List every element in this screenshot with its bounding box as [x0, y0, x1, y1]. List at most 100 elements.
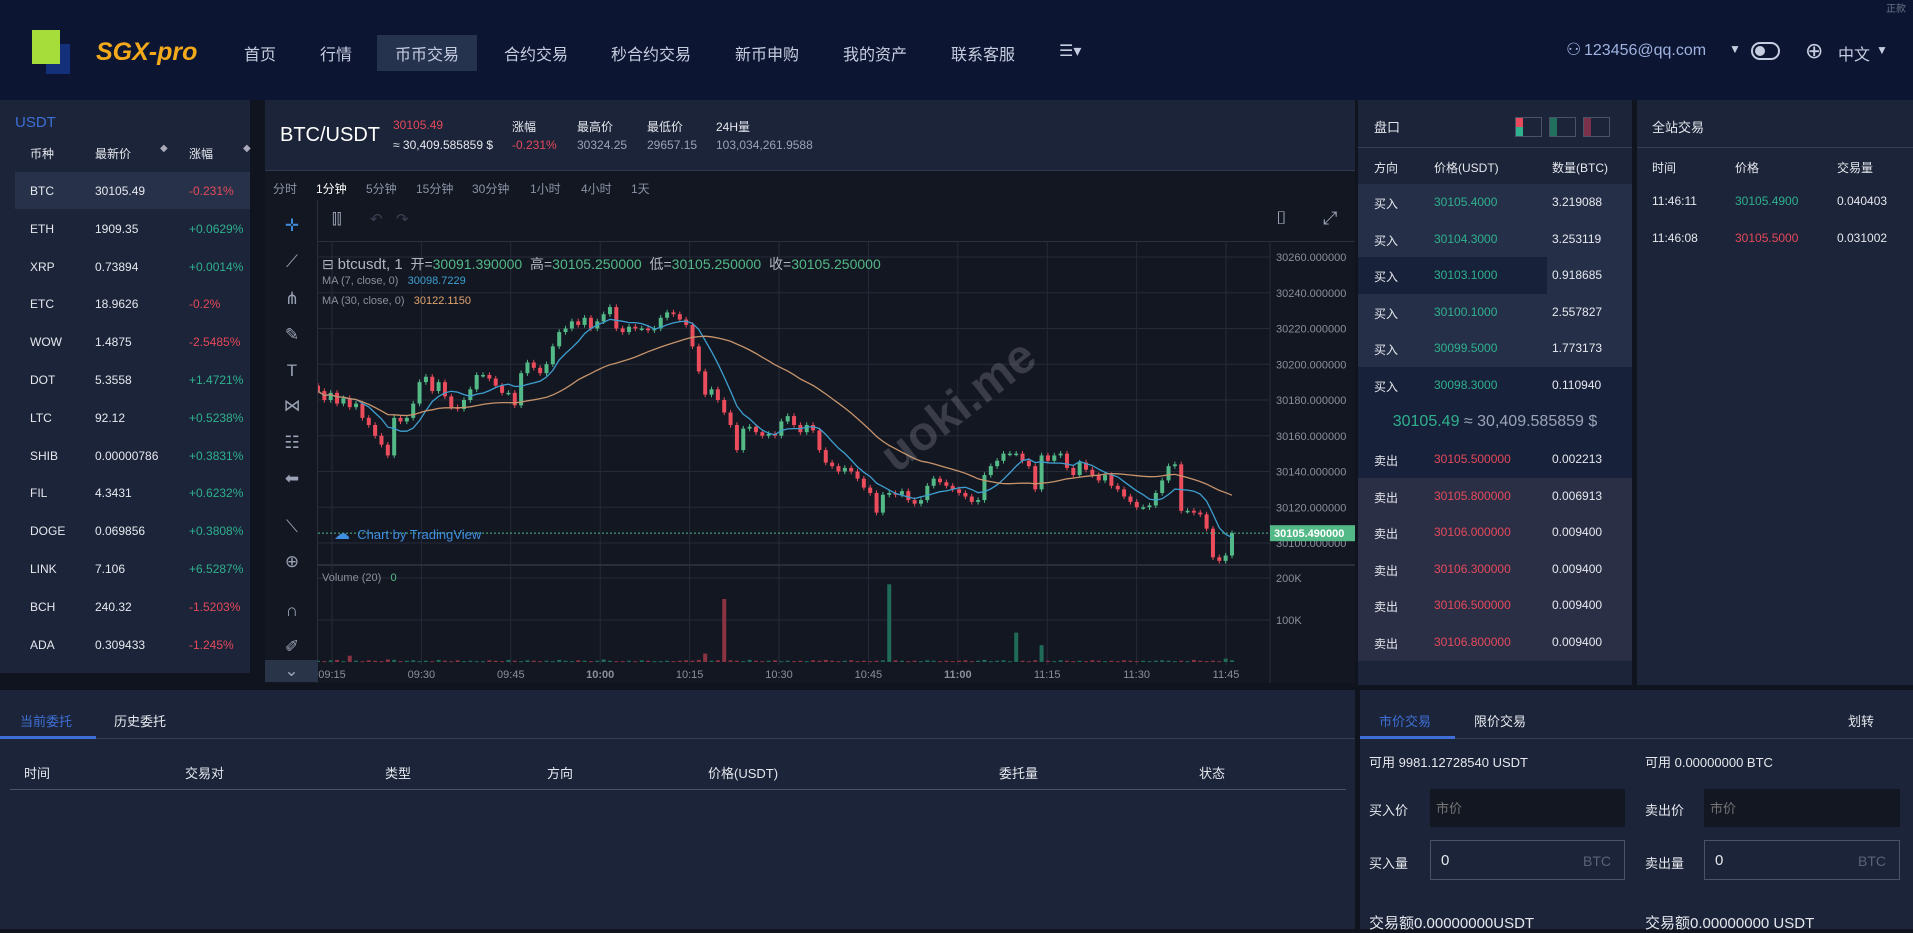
candle-type-icon[interactable]: ⫿⫿	[332, 211, 342, 228]
view-sell-icon[interactable]	[1583, 117, 1610, 137]
orderbook-row[interactable]: 买入 30105.4000 3.219088	[1358, 184, 1632, 221]
sell-available: 可用 0.00000000 BTC	[1645, 755, 1773, 770]
timeframe-30m[interactable]: 30分钟	[472, 182, 510, 196]
market-row[interactable]: ETH 1909.35 +0.0629%	[15, 210, 250, 247]
zoom-in-icon[interactable]: ⊕	[284, 552, 300, 571]
tradingview-branding[interactable]: ☁ Chart by TradingView	[334, 524, 481, 544]
nav-home[interactable]: 首页	[244, 47, 277, 64]
nav-second-contract[interactable]: 秒合约交易	[611, 47, 692, 64]
volume-bar	[861, 660, 866, 662]
theme-toggle[interactable]	[1751, 42, 1780, 60]
buy-qty-input[interactable]: 0 BTC	[1430, 840, 1625, 880]
orderbook-row[interactable]: 卖出 30106.000000 0.009400	[1358, 514, 1632, 552]
nav-market[interactable]: 行情	[320, 47, 353, 64]
buy-price-input[interactable]	[1430, 789, 1625, 827]
market-row[interactable]: LTC 92.12 +0.5238%	[15, 399, 250, 436]
fib-icon[interactable]: ☷	[284, 433, 300, 452]
pattern-icon[interactable]: ⋈	[283, 396, 301, 415]
timeframe-1d[interactable]: 1天	[631, 182, 650, 196]
market-row[interactable]: ADA 0.309433 -1.245%	[15, 626, 250, 663]
coin-change: -1.5203%	[189, 599, 241, 614]
orderbook-row[interactable]: 卖出 30105.500000 0.002213	[1358, 441, 1632, 478]
more-menu-icon[interactable]: ☰▾	[1059, 43, 1082, 60]
globe-icon[interactable]: ⊕	[1805, 38, 1824, 63]
orderbook-row[interactable]: 买入 30100.1000 2.557827	[1358, 293, 1632, 331]
col-change[interactable]: 涨幅	[189, 147, 214, 161]
crosshair-icon[interactable]: ✛	[284, 216, 300, 235]
candlestick-chart[interactable]: 30260.000000 30240.000000 30220.000000 3020…	[318, 242, 1355, 683]
candle	[538, 367, 543, 374]
tab-limit-order[interactable]: 限价交易	[1474, 714, 1527, 729]
volume-bar	[493, 660, 498, 662]
market-row[interactable]: DOGE 0.069856 +0.3808%	[15, 512, 250, 549]
fullscreen-icon[interactable]: ⤢	[1323, 208, 1338, 228]
magnet-icon[interactable]: ∩	[285, 601, 299, 620]
sort-icon[interactable]: ◆	[160, 143, 168, 154]
toolbar-scroll-down[interactable]: ⌄	[265, 660, 318, 682]
orderbook-row[interactable]: 买入 30098.3000 0.110940	[1358, 367, 1632, 404]
language-dropdown-icon[interactable]: ▼	[1876, 43, 1888, 57]
transfer-link[interactable]: 划转	[1848, 714, 1875, 729]
volume-bar	[525, 660, 530, 662]
nav-assets[interactable]: 我的资产	[843, 47, 908, 64]
language-selector[interactable]: 中文	[1838, 47, 1871, 64]
candle	[385, 444, 390, 456]
volume-bar	[423, 660, 428, 662]
trend-line-icon[interactable]: ⟋	[286, 252, 298, 271]
back-arrow-icon[interactable]: ⬅	[284, 469, 300, 488]
tab-current-orders[interactable]: 当前委托	[20, 714, 73, 729]
timeframe-15m[interactable]: 15分钟	[416, 182, 454, 196]
orderbook-row[interactable]: 卖出 30106.500000 0.009400	[1358, 587, 1632, 625]
orderbook-row[interactable]: 卖出 30105.800000 0.006913	[1358, 477, 1632, 515]
nav-support[interactable]: 联系客服	[951, 47, 1016, 64]
user-account[interactable]: 123456@qq.com	[1584, 42, 1707, 59]
pitchfork-icon[interactable]: ⋔	[284, 289, 300, 308]
market-row[interactable]: BTC 30105.49 -0.231%	[15, 172, 250, 209]
sort-icon[interactable]: ◆	[243, 143, 251, 154]
quote-currency-tab[interactable]: USDT	[15, 114, 56, 131]
orderbook-row[interactable]: 卖出 30106.300000 0.009400	[1358, 550, 1632, 588]
brush-icon[interactable]: ✎	[284, 325, 300, 344]
timeframe-1h[interactable]: 1小时	[530, 182, 561, 196]
logo[interactable]: SGX-pro	[30, 30, 210, 74]
view-both-icon[interactable]	[1515, 117, 1542, 137]
volume-bar	[1204, 661, 1209, 663]
text-icon[interactable]: T	[286, 361, 298, 380]
nav-contract[interactable]: 合约交易	[504, 47, 569, 64]
coin-symbol: ADA	[30, 637, 55, 652]
volume-bar	[792, 661, 797, 663]
market-row[interactable]: DOT 5.3558 +1.4721%	[15, 361, 250, 398]
redo-icon[interactable]: ↷	[396, 211, 409, 228]
market-row[interactable]: LINK 7.106 +6.5287%	[15, 550, 250, 587]
timeframe-line[interactable]: 分时	[273, 182, 298, 196]
lock-draw-icon[interactable]: ✐	[284, 637, 300, 656]
ruler-icon[interactable]: ⟍	[286, 517, 298, 536]
market-row[interactable]: SHIB 0.00000786 +0.3831%	[15, 437, 250, 474]
sell-price-input[interactable]	[1704, 789, 1900, 827]
orderbook-row[interactable]: 卖出 30106.800000 0.009400	[1358, 624, 1632, 661]
nav-new-coin[interactable]: 新币申购	[735, 47, 800, 64]
market-row[interactable]: ETC 18.9626 -0.2%	[15, 285, 250, 322]
orderbook-row[interactable]: 买入 30099.5000 1.773173	[1358, 330, 1632, 368]
collapse-icon[interactable]: ⊟	[322, 256, 334, 272]
volume-bar	[925, 660, 930, 662]
market-row[interactable]: FIL 4.3431 +0.6232%	[15, 474, 250, 511]
market-row[interactable]: BCH 240.32 -1.5203%	[15, 588, 250, 625]
view-buy-icon[interactable]	[1549, 117, 1576, 137]
orderbook-row[interactable]: 买入 30103.1000 0.918685	[1358, 257, 1632, 295]
timeframe-1m[interactable]: 1分钟	[316, 182, 347, 196]
undo-icon[interactable]: ↶	[370, 211, 383, 228]
market-row[interactable]: XRP 0.73894 +0.0014%	[15, 248, 250, 285]
orderbook-row[interactable]: 买入 30104.3000 3.253119	[1358, 220, 1632, 258]
tab-market-order[interactable]: 市价交易	[1379, 714, 1432, 729]
sell-qty-input[interactable]: 0 BTC	[1704, 840, 1900, 880]
tab-history-orders[interactable]: 历史委托	[114, 714, 167, 729]
timeframe-5m[interactable]: 5分钟	[366, 182, 397, 196]
col-price[interactable]: 最新价	[95, 147, 132, 161]
market-row[interactable]: WOW 1.4875 -2.5485%	[15, 323, 250, 360]
nav-spot-trading[interactable]: 币币交易	[377, 35, 478, 71]
user-dropdown-icon[interactable]: ▼	[1729, 42, 1741, 56]
coin-change: -1.245%	[189, 637, 234, 652]
camera-icon[interactable]: ⌷	[1276, 208, 1287, 228]
timeframe-4h[interactable]: 4小时	[581, 182, 612, 196]
